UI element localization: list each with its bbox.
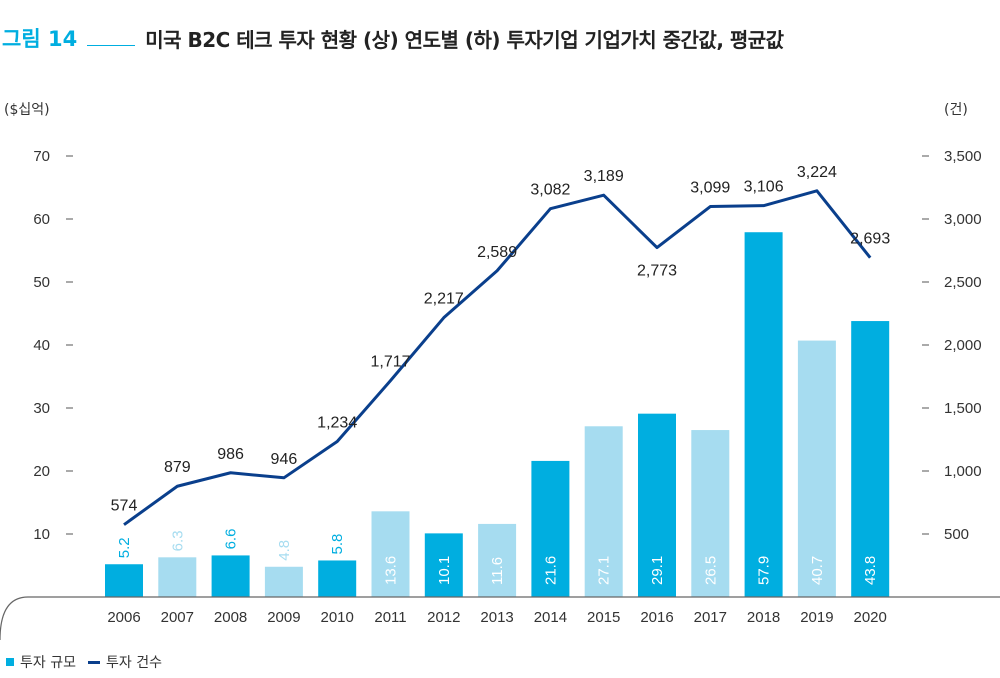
figure-header: 그림 14 미국 B2C 테크 투자 현황 (상) 연도별 (하) 투자기업 기… [0,18,784,58]
x-tick-label: 2009 [267,609,300,626]
right-tick-label: 2,000 [944,337,982,354]
bar [797,340,836,597]
bar-value-label: 27.1 [596,556,613,585]
bar-value-label: 43.8 [862,556,879,585]
x-tick-label: 2014 [534,609,567,626]
line-value-label: 3,082 [530,182,570,199]
legend-line-label: 투자 건수 [105,655,162,671]
bar [158,557,197,597]
line-series [123,189,872,526]
bar [851,321,890,597]
bar-value-label: 57.9 [756,556,773,585]
line-value-label: 986 [217,446,244,463]
line-value-label: 2,217 [424,291,464,308]
bar-value-label: 5.2 [116,537,133,558]
bar [371,511,410,597]
bar-value-label: 4.8 [276,540,293,561]
title-rule [87,31,136,46]
bar-labels: 5.2 6.3 6.6 4.8 5.8 13.6 10.1 11.6 21.6 27.1 29.1 2… [116,529,879,585]
bar [584,426,623,597]
x-tick-label: 2017 [694,609,727,626]
x-axis-line [0,596,1000,641]
line-value-label: 574 [111,498,138,515]
bar [638,413,676,597]
right-tick-label: 1,000 [944,463,982,480]
x-tick-label: 2019 [800,609,833,626]
x-tick-label: 2013 [480,609,513,626]
left-tick-label: 10 [33,526,50,543]
bar-value-label: 6.6 [223,529,240,550]
left-tick-label: 30 [33,400,50,417]
x-tick-label: 2006 [107,609,140,626]
line-value-label: 1,717 [370,354,410,371]
x-axis-labels: 2006 2007 2008 2009 2010 2011 2012 2013 2014 2015… [107,609,887,626]
line-value-label: 2,693 [850,231,890,248]
line-value-label: 3,189 [584,168,624,185]
left-tick-label: 70 [33,148,50,165]
x-tick-label: 2016 [640,609,673,626]
right-tick-label: 3,500 [944,148,982,165]
line-labels: 574 879 986 946 1,234 1,717 2,217 2,589 3,082 3,1… [111,164,891,515]
bar [744,232,783,598]
x-tick-label: 2007 [161,609,194,626]
right-tick-label: 1,500 [944,400,982,417]
left-tick-label: 50 [33,274,50,291]
figure-title: 미국 B2C 테크 투자 현황 (상) 연도별 (하) 투자기업 기업가치 중간… [145,27,784,52]
bar-value-label: 6.3 [169,530,186,551]
bar-value-label: 40.7 [809,556,826,585]
bar [424,533,463,597]
bar [531,460,570,597]
left-tick-label: 20 [33,463,50,480]
bar-series [105,232,890,598]
line-value-label: 3,099 [690,180,730,197]
axis-ticks: 10 20 30 40 50 60 70 500 1,000 1,500 2,000 2,500 3,0… [33,148,981,543]
bar-value-label: 5.8 [329,534,346,555]
x-tick-label: 2011 [374,609,406,626]
line-value-label: 3,224 [797,164,837,181]
legend-bar-swatch [6,658,14,666]
legend-bar-label: 투자 규모 [20,655,76,671]
line-value-label: 946 [271,451,298,468]
x-tick-label: 2010 [321,609,354,626]
right-tick-label: 3,000 [944,211,982,228]
left-tick-label: 60 [33,211,50,228]
x-tick-label: 2020 [854,609,887,626]
left-axis-unit: ($십억) [4,102,50,118]
x-tick-label: 2018 [747,609,780,626]
bar [211,555,250,597]
line-value-label: 2,773 [637,263,677,280]
bar-value-label: 10.1 [436,556,453,585]
x-tick-label: 2012 [427,609,460,626]
bar-value-label: 13.6 [383,556,400,585]
legend: 투자 규모 투자 건수 [6,652,162,672]
right-tick-label: 500 [944,526,969,543]
bar [105,564,143,597]
bar [478,523,517,597]
x-tick-label: 2015 [587,609,620,626]
right-tick-label: 2,500 [944,274,982,291]
bar-value-label: 26.5 [702,556,719,585]
left-tick-label: 40 [33,337,50,354]
bar-value-label: 29.1 [649,556,666,585]
bar-value-label: 11.6 [489,557,506,585]
bar [691,430,730,597]
x-tick-label: 2008 [214,609,247,626]
figure-label: 그림 14 [2,27,78,51]
line-value-label: 1,234 [317,415,357,432]
count-line [123,189,872,526]
bar [318,560,357,597]
line-value-label: 879 [164,459,191,476]
line-value-label: 3,106 [744,179,784,196]
bar [264,566,303,597]
bar-value-label: 21.6 [542,556,559,585]
legend-line-swatch [87,660,100,664]
baseline [0,596,1000,641]
right-axis-unit: (건) [944,102,968,118]
line-value-label: 2,589 [477,244,517,261]
